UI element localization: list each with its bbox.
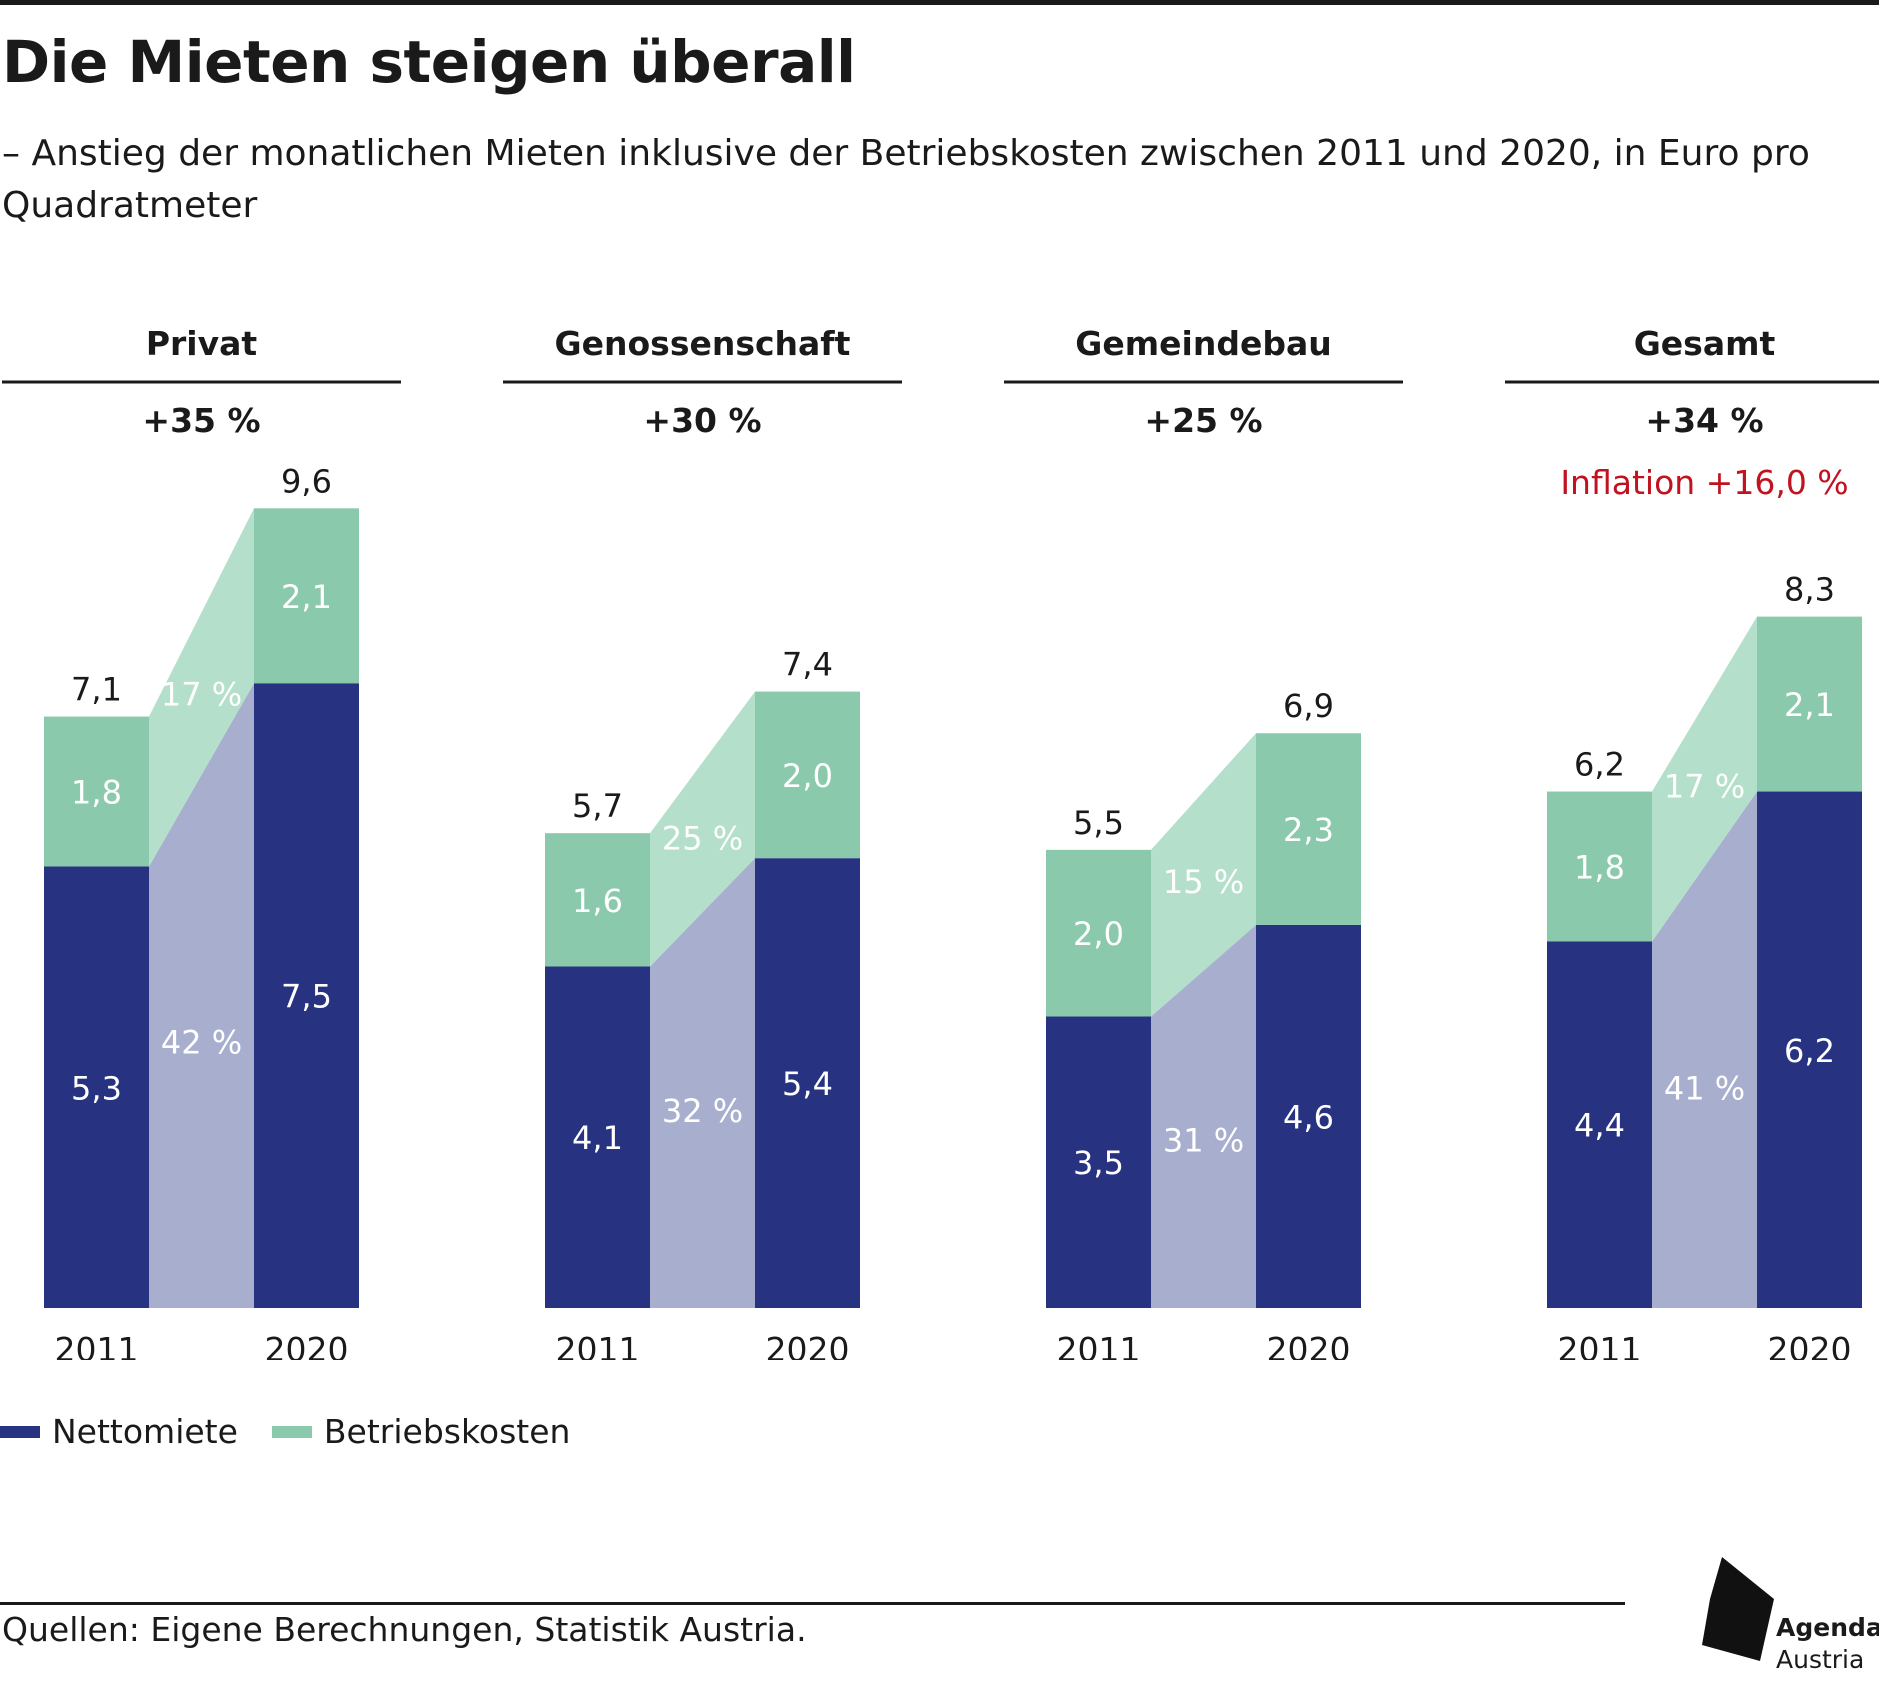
costs-change-label: 17 %: [1664, 767, 1745, 805]
costs-change-label: 25 %: [662, 819, 743, 857]
net-change-band: [1652, 791, 1757, 1308]
inflation-note: Inflation +16,0 %: [1560, 463, 1848, 502]
costs-change-label: 15 %: [1163, 863, 1244, 901]
bar-total-label: 5,5: [1073, 804, 1124, 842]
bar-net-label: 5,3: [71, 1069, 122, 1107]
legend: Nettomiete Betriebskosten: [0, 1412, 604, 1451]
logo-line1: Agenda: [1776, 1613, 1879, 1642]
net-change-band: [650, 858, 755, 1308]
bar-total-label: 7,1: [71, 671, 122, 709]
x-tick-label: 2020: [766, 1330, 850, 1360]
bar-costs: [44, 716, 149, 867]
net-change-label: 41 %: [1664, 1069, 1745, 1107]
x-tick-label: 2011: [55, 1330, 139, 1360]
logo-mark-icon: [1702, 1557, 1774, 1661]
bar-net: [1046, 1016, 1151, 1308]
chart-subtitle: – Anstieg der monatlichen Mieten inklusi…: [2, 133, 1810, 227]
source-note: Quellen: Eigene Berechnungen, Statistik …: [2, 1610, 807, 1649]
legend-label-net: Nettomiete: [52, 1412, 238, 1451]
bar-total-label: 6,9: [1283, 687, 1334, 725]
bar-net: [1757, 791, 1862, 1308]
bar-net: [755, 858, 860, 1308]
costs-change-label: 17 %: [161, 676, 242, 714]
costs-change-band: [650, 691, 755, 967]
x-tick-label: 2020: [1267, 1330, 1351, 1360]
panel-title: Genossenschaft: [555, 324, 851, 363]
bar-net: [545, 966, 650, 1308]
bar-costs-label: 1,6: [572, 882, 623, 920]
net-change-band: [149, 683, 254, 1308]
bar-net-label: 4,1: [572, 1119, 623, 1157]
bar-costs: [755, 691, 860, 859]
x-tick-label: 2020: [1768, 1330, 1852, 1360]
bar-costs-label: 2,1: [281, 578, 332, 616]
x-tick-label: 2011: [556, 1330, 640, 1360]
legend-swatch-net: [0, 1425, 40, 1438]
bar-costs-label: 2,0: [782, 757, 833, 795]
bottom-rule: [0, 1602, 1625, 1605]
bar-net-label: 3,5: [1073, 1144, 1124, 1182]
bar-total-label: 6,2: [1574, 746, 1625, 784]
x-tick-label: 2020: [265, 1330, 349, 1360]
legend-swatch-costs: [271, 1425, 312, 1438]
net-change-label: 42 %: [161, 1023, 242, 1061]
bar-costs-label: 1,8: [71, 774, 122, 812]
bar-net: [254, 683, 359, 1308]
bar-costs-label: 2,0: [1073, 915, 1124, 953]
x-tick-label: 2011: [1057, 1330, 1141, 1360]
panel-title: Gesamt: [1634, 324, 1776, 363]
bar-costs: [254, 508, 359, 684]
panel-title: Privat: [146, 324, 258, 363]
bar-net-label: 4,4: [1574, 1107, 1625, 1145]
panel-change: +35 %: [142, 401, 260, 440]
net-change-band: [1151, 924, 1256, 1308]
bar-costs: [1757, 616, 1862, 792]
logo-line2: Austria: [1776, 1645, 1865, 1674]
bar-net: [44, 866, 149, 1308]
x-tick-label: 2011: [1558, 1330, 1642, 1360]
bar-net-label: 7,5: [281, 978, 332, 1016]
panel-change: +25 %: [1144, 401, 1262, 440]
bar-net-label: 6,2: [1784, 1032, 1835, 1070]
bar-total-label: 7,4: [782, 646, 833, 684]
top-rule: [0, 0, 1879, 5]
bar-costs: [1547, 791, 1652, 942]
bar-costs: [1046, 849, 1151, 1017]
costs-change-band: [1151, 733, 1256, 1017]
chart-title: Die Mieten steigen überall: [2, 28, 856, 96]
bar-total-label: 5,7: [572, 787, 623, 825]
bar-net: [1547, 941, 1652, 1308]
net-change-label: 31 %: [1163, 1121, 1244, 1159]
bar-costs-label: 2,3: [1283, 811, 1334, 849]
bar-costs: [545, 833, 650, 967]
costs-change-band: [1652, 616, 1757, 942]
legend-label-costs: Betriebskosten: [323, 1412, 571, 1451]
bar-costs-label: 1,8: [1574, 849, 1625, 887]
bar-total-label: 8,3: [1784, 571, 1835, 609]
bar-net: [1256, 924, 1361, 1308]
legend-item-costs: Betriebskosten: [271, 1412, 571, 1451]
bar-net-label: 4,6: [1283, 1098, 1334, 1136]
bar-costs-label: 2,1: [1784, 686, 1835, 724]
agenda-austria-logo: Agenda Austria: [1700, 1555, 1879, 1679]
panel-change: +34 %: [1645, 401, 1763, 440]
chart-area: Privat +35 % 5,3 1,8 7,1 2011 7,5 2,1 9,6 2020 42 …: [2, 324, 1879, 1360]
bar-total-label: 9,6: [281, 462, 332, 500]
bar-net-label: 5,4: [782, 1065, 833, 1103]
panel-change: +30 %: [643, 401, 761, 440]
costs-change-band: [149, 508, 254, 867]
legend-item-net: Nettomiete: [0, 1412, 238, 1451]
net-change-label: 32 %: [662, 1092, 743, 1130]
panel-title: Gemeindebau: [1075, 324, 1331, 363]
bar-costs: [1256, 733, 1361, 925]
